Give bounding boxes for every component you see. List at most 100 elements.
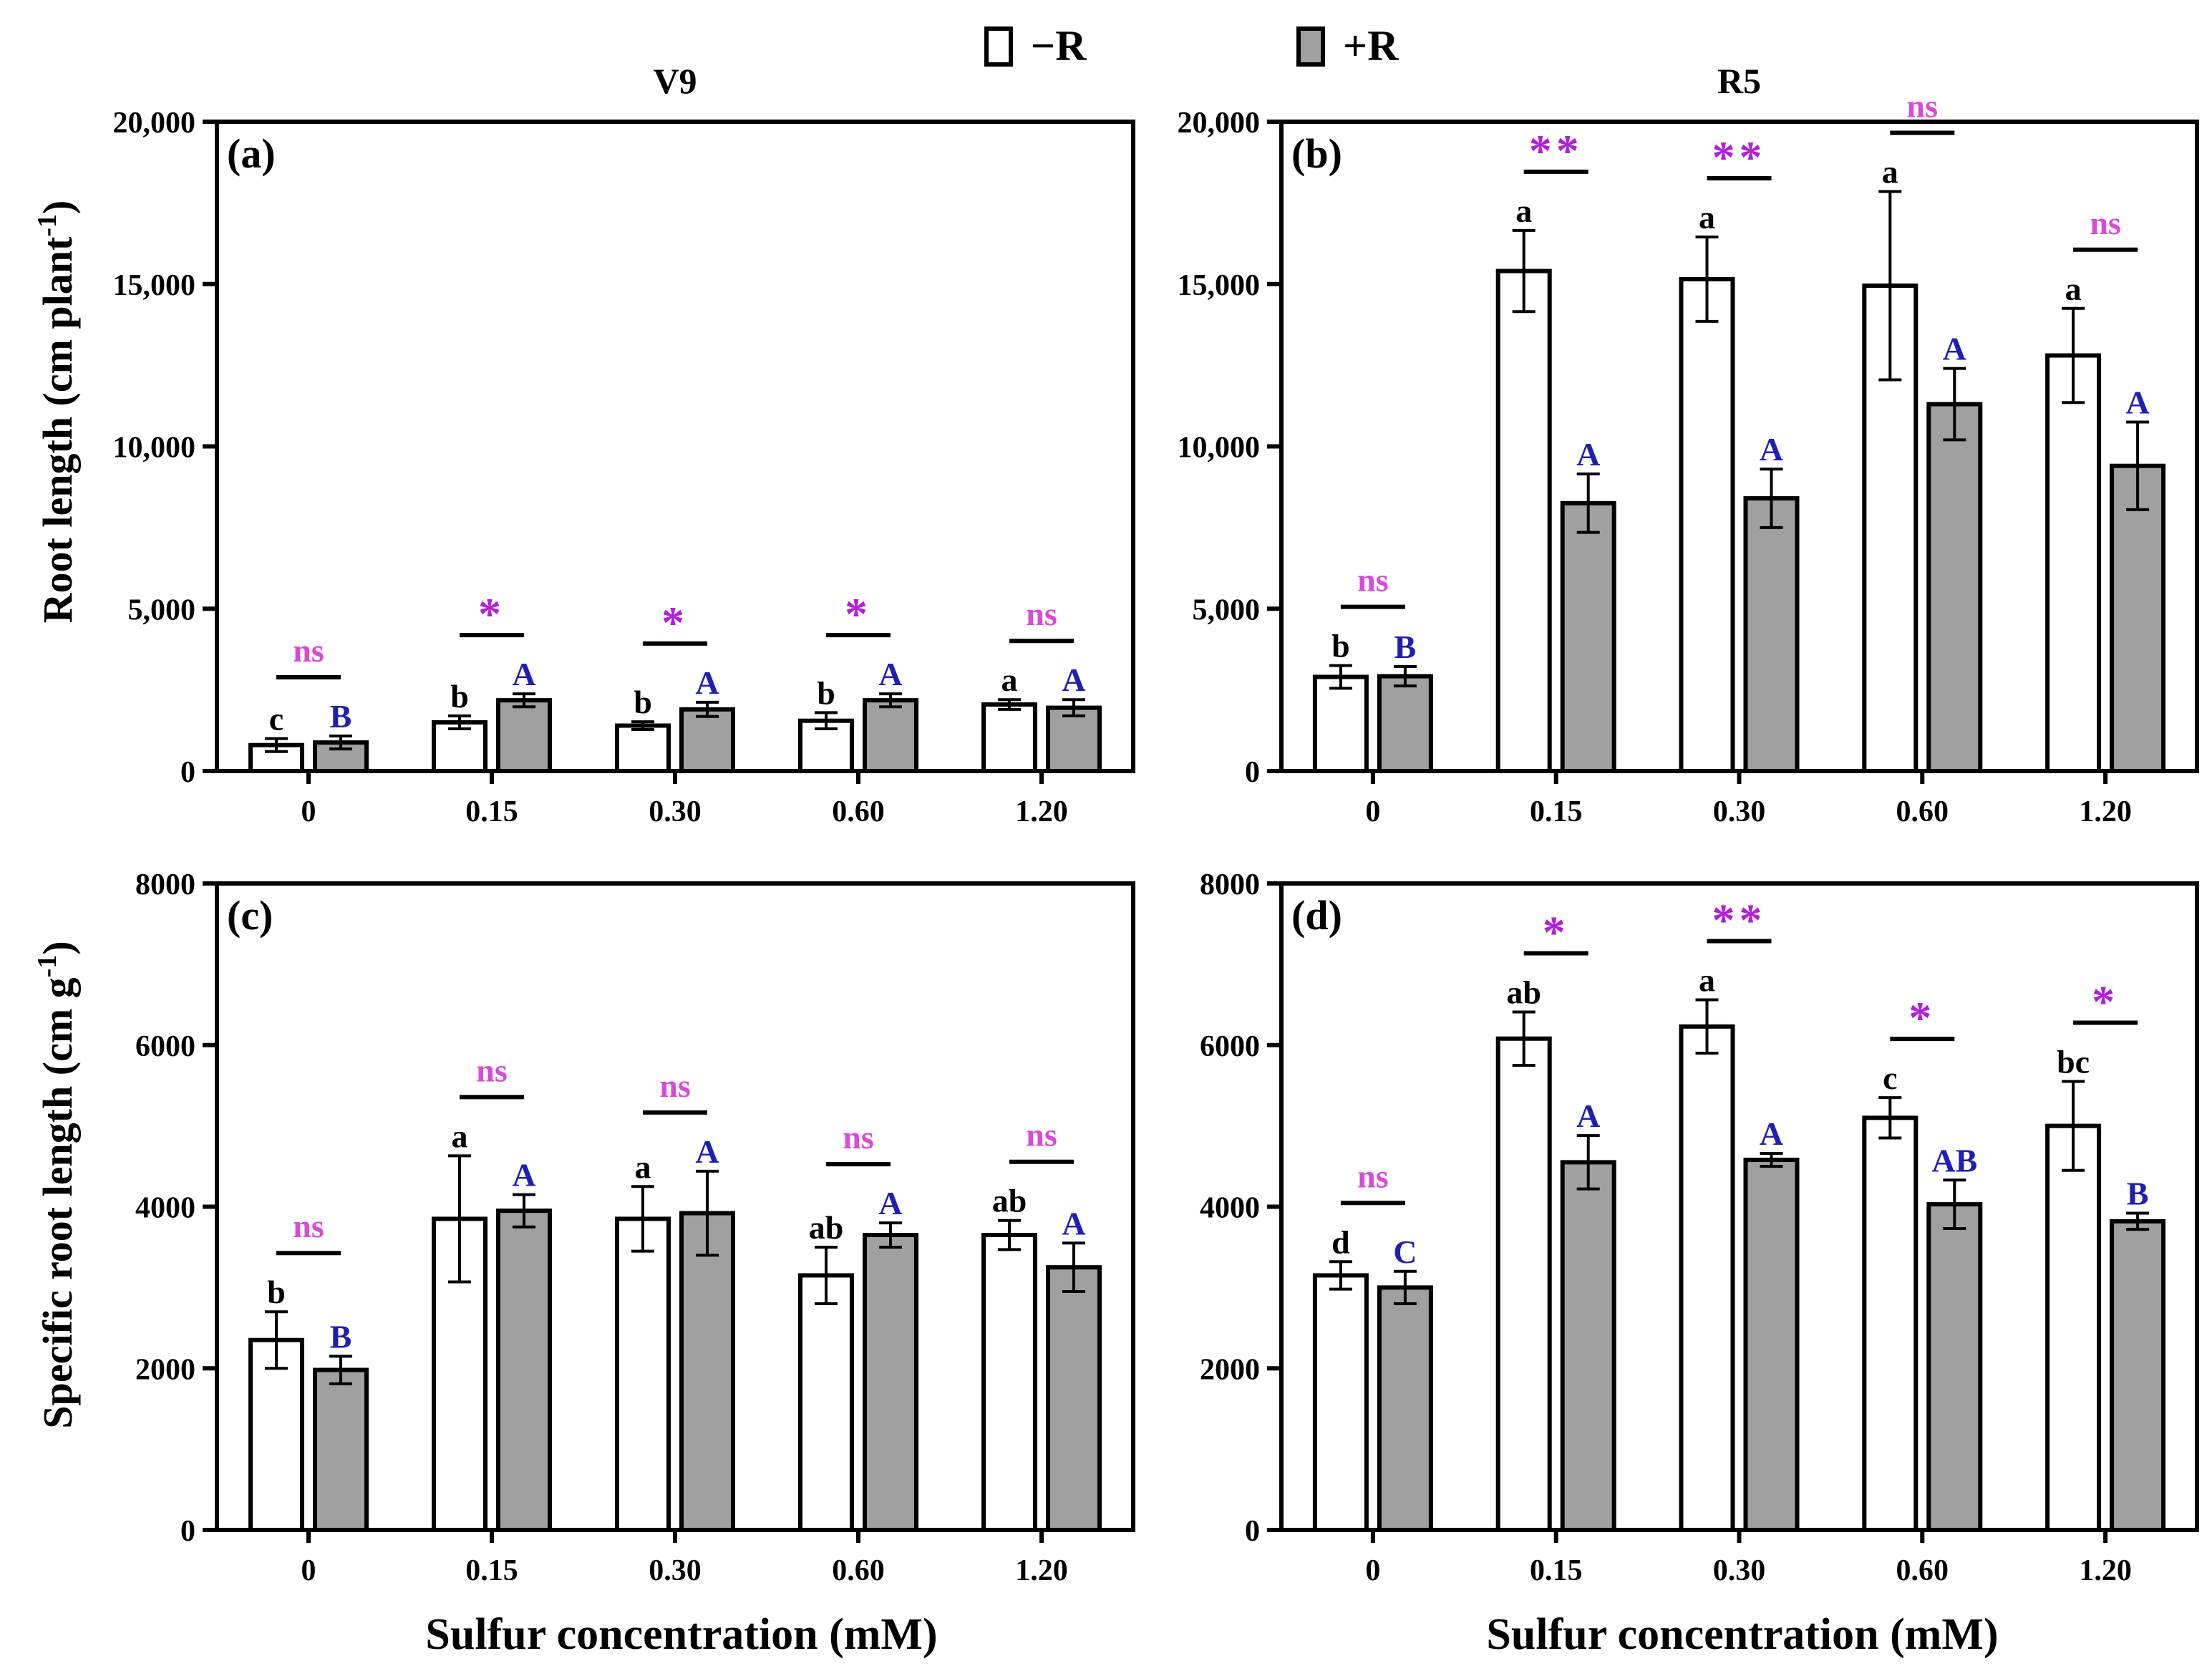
y-tick-label: 6000	[135, 1030, 195, 1063]
letter-plus-r: A	[878, 656, 902, 692]
letter-minus-r: b	[817, 674, 835, 711]
y-tick-label: 2000	[1200, 1353, 1260, 1386]
bar-plus-r	[1046, 705, 1102, 774]
panel-title: R5	[1717, 61, 1761, 101]
x-tick-label: 1.20	[1015, 795, 1068, 828]
y-tick-label: 0	[1245, 1515, 1260, 1548]
bar-plus-r	[679, 1211, 735, 1533]
significance-mark: **	[1712, 895, 1767, 946]
significance-mark: ns	[1357, 1158, 1388, 1194]
y-tick-label: 15,000	[1178, 269, 1261, 302]
letter-minus-r: b	[1331, 628, 1350, 664]
letter-minus-r: a	[1882, 154, 1898, 190]
bar-minus-r	[615, 1216, 671, 1533]
bar-minus-r	[1495, 1036, 1552, 1532]
letter-minus-r: ab	[992, 1183, 1027, 1219]
letter-minus-r: bc	[2057, 1044, 2090, 1080]
letter-plus-r: B	[330, 698, 352, 735]
letter-plus-r: A	[695, 1133, 719, 1170]
letter-minus-r: a	[1699, 199, 1715, 236]
y-tick-label: 6000	[1200, 1030, 1260, 1063]
letter-minus-r: b	[634, 684, 652, 720]
letter-plus-r: A	[878, 1185, 902, 1221]
bar-plus-r	[496, 1209, 552, 1533]
letter-minus-r: ab	[809, 1209, 844, 1246]
x-tick-label: 0.15	[465, 795, 518, 828]
letter-minus-r: c	[1883, 1060, 1897, 1096]
bar-plus-r	[2110, 1219, 2166, 1532]
panel-label: (a)	[227, 130, 276, 177]
significance-mark: **	[1712, 132, 1767, 183]
y-tick-label: 20,000	[113, 107, 196, 140]
panel-a: V9 (a) 0 5,000 10,000 15,000 20,000 0 c Bns 0.15 b A…	[113, 61, 1135, 828]
significance-mark: *	[845, 589, 872, 639]
letter-plus-r: A	[1576, 436, 1600, 473]
x-tick-label: 0	[301, 795, 316, 828]
x-axis-title-right: Sulfur concentration (mM)	[1486, 1610, 1998, 1659]
letter-plus-r: A	[1943, 331, 1966, 367]
letter-plus-r: A	[1062, 662, 1085, 698]
y-tick-label: 10,000	[113, 432, 196, 465]
letter-minus-r: a	[2065, 271, 2082, 307]
y-axis-title-root-length: Root length (cm plant-1)	[32, 200, 81, 624]
y-tick-label: 0	[1245, 756, 1260, 789]
letter-plus-r: A	[1576, 1098, 1600, 1134]
significance-mark: ns	[659, 1067, 690, 1104]
significance-mark: ns	[2090, 205, 2120, 241]
significance-mark: ns	[293, 632, 324, 669]
bar-plus-r	[863, 1233, 918, 1532]
y-tick-label: 0	[180, 756, 195, 789]
bar-plus-r	[679, 707, 735, 774]
x-tick-label: 0.30	[1713, 795, 1766, 828]
significance-mark: **	[1529, 125, 1583, 176]
significance-mark: ns	[1357, 562, 1388, 599]
x-tick-label: 0.30	[649, 1554, 702, 1587]
y-tick-label: 20,000	[1178, 107, 1261, 140]
significance-mark: ns	[1026, 596, 1057, 632]
bar-minus-r	[615, 723, 671, 774]
letter-minus-r: a	[635, 1148, 651, 1185]
y-tick-label: 4000	[135, 1192, 195, 1225]
panel-b: R5 (b) 0 5,000 10,000 15,000 20,000 0 b Bns 0.15 a A…	[1178, 61, 2199, 828]
bar-plus-r	[863, 698, 918, 774]
x-tick-label: 0.30	[1713, 1554, 1766, 1587]
significance-mark: *	[2092, 977, 2119, 1027]
panel-label: (d)	[1291, 892, 1342, 939]
x-axis-title-left: Sulfur concentration (mM)	[425, 1610, 937, 1659]
x-tick-label: 0	[1365, 1554, 1380, 1587]
significance-mark: *	[661, 597, 689, 648]
letter-plus-r: A	[2125, 384, 2149, 420]
legend-label-plus-r: +R	[1343, 22, 1399, 69]
x-tick-label: 0	[301, 1554, 316, 1587]
letter-plus-r: AB	[1931, 1142, 1977, 1178]
x-tick-label: 0.15	[465, 1554, 518, 1587]
legend-swatch-minus-r	[984, 26, 1013, 67]
bar-plus-r	[1926, 1202, 1983, 1533]
letter-plus-r: B	[330, 1318, 352, 1355]
significance-mark: *	[478, 589, 505, 639]
x-tick-label: 0.15	[1530, 1554, 1583, 1587]
bar-plus-r	[1560, 500, 1616, 773]
panel-c: (c) 0 2000 4000 6000 8000 0 b Bns 0.15 a Ans 0.30 a An…	[135, 868, 1135, 1587]
legend-swatch-plus-r	[1296, 26, 1325, 67]
x-tick-label: 0.60	[832, 1554, 885, 1587]
letter-minus-r: a	[452, 1118, 468, 1154]
x-tick-label: 0.30	[649, 795, 702, 828]
letter-plus-r: A	[512, 1157, 535, 1193]
bar-minus-r	[1312, 674, 1369, 773]
letter-minus-r: c	[269, 701, 283, 737]
y-tick-label: 0	[180, 1515, 195, 1548]
bar-plus-r	[2110, 463, 2166, 774]
y-tick-label: 5,000	[128, 594, 196, 626]
legend: −R +R	[984, 22, 1399, 69]
bar-minus-r	[798, 1273, 854, 1532]
letter-plus-r: B	[1394, 629, 1417, 665]
bar-minus-r	[1312, 1273, 1369, 1532]
bar-plus-r	[496, 698, 552, 774]
significance-mark: ns	[1907, 88, 1938, 125]
x-tick-label: 0.15	[1530, 795, 1583, 828]
x-tick-label: 1.20	[2079, 1554, 2132, 1587]
bar-minus-r	[2045, 353, 2102, 773]
significance-mark: ns	[476, 1052, 507, 1088]
